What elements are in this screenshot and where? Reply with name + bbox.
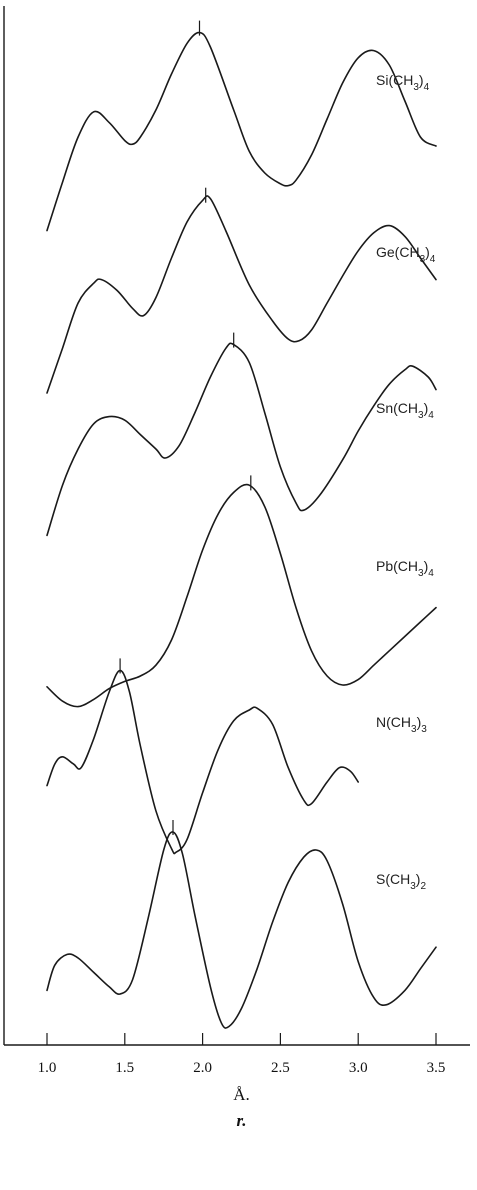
compound-label-series-3: Sn(CH3)4 xyxy=(376,400,434,421)
x-tick-label-1.5: 1.5 xyxy=(115,1060,134,1076)
x-tick-label-2.5: 2.5 xyxy=(271,1060,290,1076)
x-axis-label: r. xyxy=(237,1111,247,1130)
curve-series-6 xyxy=(46,831,437,1029)
x-tick-label-2.0: 2.0 xyxy=(193,1060,212,1076)
x-axis-unit: Å. xyxy=(233,1085,250,1104)
curve-series-1 xyxy=(46,31,437,232)
compound-label-series-2: Ge(CH3)4 xyxy=(376,244,436,265)
x-tick-label-1.0: 1.0 xyxy=(38,1060,57,1076)
curve-series-3 xyxy=(46,342,437,537)
x-axis: 1.0 1.5 2.0 2.5 3.0 3.5 xyxy=(38,1033,446,1076)
x-tick-label-3.0: 3.0 xyxy=(349,1060,368,1076)
compound-label-series-4: Pb(CH3)4 xyxy=(376,558,434,579)
curve-series-2 xyxy=(46,195,437,394)
compound-label-series-1: Si(CH3)4 xyxy=(376,72,430,93)
compound-label-series-5: N(CH3)3 xyxy=(376,714,427,735)
curve-series-4 xyxy=(46,483,437,708)
compound-labels-layer: Si(CH3)4 Ge(CH3)4 Sn(CH3)4 Pb(CH3)4 N(CH3)3 S… xyxy=(376,72,436,892)
x-tick-label-3.5: 3.5 xyxy=(427,1060,446,1076)
curves-layer xyxy=(46,20,437,1029)
plot-frame xyxy=(3,6,470,1046)
compound-label-series-6: S(CH3)2 xyxy=(376,871,426,892)
curve-series-5 xyxy=(46,669,359,855)
